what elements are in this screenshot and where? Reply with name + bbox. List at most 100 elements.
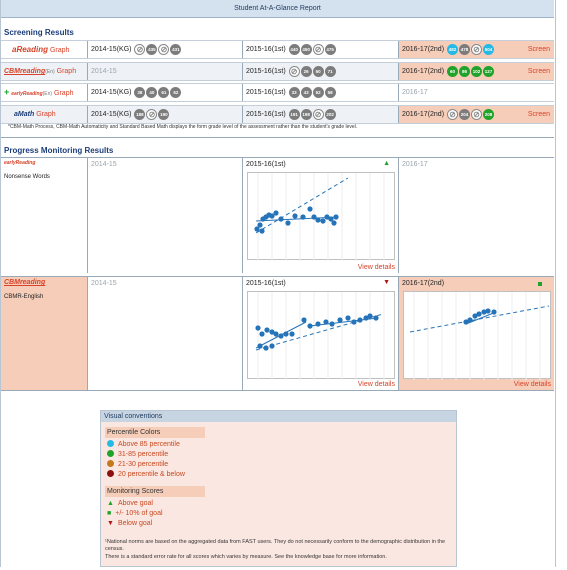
goal-symbol-icon: ■: [107, 510, 112, 517]
period-label: 2014-15(KG): [91, 46, 132, 53]
screening-cell: 2014-15(KG) 38 40 61 62: [87, 84, 242, 101]
score-badge[interactable]: 190: [158, 108, 170, 120]
score-badge[interactable]: 33: [288, 86, 300, 98]
pm-cell-2014-15: 2014-15: [87, 277, 242, 390]
color-dot-icon: [107, 440, 114, 447]
screening-cell: 2016-17(2nd) 204 208 Screen: [398, 106, 554, 123]
no-score-icon: [134, 43, 146, 55]
screening-row: aReading Graph 2014-15(KG) 435 431 2015-16(…: [1, 40, 554, 59]
score-badge[interactable]: 431: [170, 43, 182, 55]
graph-link[interactable]: Graph: [49, 47, 70, 54]
measure-logo[interactable]: earlyReading: [11, 91, 43, 97]
period-label: 2014-15(KG): [91, 89, 132, 96]
measure-label: Nonsense Words: [4, 174, 50, 180]
no-score-icon: [446, 108, 458, 120]
score-badge[interactable]: 504: [482, 43, 494, 55]
score-badge[interactable]: 435: [146, 43, 158, 55]
score-badge[interactable]: 127: [482, 65, 494, 77]
view-details-link[interactable]: View details: [357, 264, 395, 271]
percentile-legend-item: 21-30 percentile: [107, 460, 168, 470]
no-score-icon: [288, 65, 300, 77]
norms-footnote: ¹National norms are based on the aggrega…: [105, 539, 446, 552]
period-label: 2015-16(1st): [246, 68, 286, 75]
pm-cell-2015-16: 2015-16(1st) ▲ View details: [242, 158, 398, 273]
graph-link[interactable]: Graph: [36, 111, 56, 118]
pm-cell-2015-16: 2015-16(1st) ▼ View details: [242, 277, 398, 390]
score-badge[interactable]: 478: [458, 43, 470, 55]
screening-row: CBMreading(En) Graph 2014-15 2015-16(1st)…: [1, 62, 554, 81]
view-details-link[interactable]: View details: [513, 381, 551, 388]
screening-heading: Screening Results: [4, 28, 74, 37]
score-badge[interactable]: 198: [300, 108, 312, 120]
early-reading-logo[interactable]: earlyReading: [4, 160, 36, 166]
pm-cell-2016-17: 2016-17(2nd) View details: [398, 277, 554, 390]
period-label: 2014-15: [91, 68, 117, 75]
view-details-link[interactable]: View details: [357, 381, 395, 388]
report-frame: [0, 0, 556, 567]
score-badge[interactable]: 86: [458, 65, 470, 77]
monitoring-heading: Monitoring Scores: [105, 486, 205, 497]
screening-cell: 2016-17: [398, 84, 554, 101]
legend-heading: Visual conventions: [101, 411, 456, 422]
percentile-legend-item: 20 percentile & below: [107, 470, 185, 480]
progress-chart[interactable]: [247, 291, 395, 380]
score-badge[interactable]: 26: [300, 65, 312, 77]
score-badge[interactable]: 204: [458, 108, 470, 120]
score-badge[interactable]: 208: [482, 108, 494, 120]
cbm-reading-logo[interactable]: CBMreading: [4, 279, 46, 286]
screening-cell: 2014-15: [87, 63, 242, 80]
percentile-legend-item: 31-85 percentile: [107, 450, 168, 460]
score-badge[interactable]: 450: [300, 43, 312, 55]
score-badge[interactable]: 43: [300, 86, 312, 98]
score-badge[interactable]: 188: [134, 108, 146, 120]
score-badge[interactable]: 482: [446, 43, 458, 55]
score-badge[interactable]: 202: [324, 108, 336, 120]
error-footnote: There is a standard error rate for all s…: [105, 554, 387, 560]
report-title: Student At-A-Glance Report: [1, 0, 554, 18]
score-badge[interactable]: 102: [470, 65, 482, 77]
monitoring-legend-item: ■ +/- 10% of goal: [107, 510, 163, 517]
period-label: 2015-16(1st): [246, 89, 286, 96]
score-badge[interactable]: 50: [312, 65, 324, 77]
period-label: 2016-17(2nd): [402, 46, 445, 53]
score-badge[interactable]: 62: [170, 86, 182, 98]
score-badge[interactable]: 440: [288, 43, 300, 55]
score-badge[interactable]: 60: [446, 65, 458, 77]
score-badge[interactable]: 52: [312, 86, 324, 98]
screening-row: aMath Graph 2014-15(KG) 188 190 2015-16(1st…: [1, 105, 554, 124]
graph-link[interactable]: Graph: [54, 90, 74, 97]
expand-icon[interactable]: +: [4, 87, 10, 97]
monitoring-legend-item: ▼ Below goal: [107, 520, 153, 527]
no-score-icon: [158, 43, 170, 55]
score-badge[interactable]: 475: [324, 43, 336, 55]
screen-link[interactable]: Screen: [527, 68, 550, 75]
score-badge[interactable]: 71: [324, 65, 336, 77]
graph-link[interactable]: Graph: [56, 68, 77, 75]
no-score-icon: [312, 108, 324, 120]
score-badge[interactable]: 61: [158, 86, 170, 98]
measure-logo[interactable]: CBMreading: [4, 68, 46, 75]
score-badge[interactable]: 191: [288, 108, 300, 120]
language-tag: (En): [45, 69, 55, 75]
period-label: 2016-17(2nd): [402, 68, 445, 75]
score-badge[interactable]: 58: [324, 86, 336, 98]
color-dot-icon: [107, 460, 114, 467]
screening-cell: 2015-16(1st) 33 43 52 58: [242, 84, 398, 101]
screen-link[interactable]: Screen: [527, 46, 550, 53]
measure-logo[interactable]: aMath: [14, 111, 35, 118]
color-dot-icon: [107, 470, 114, 477]
measure-logo[interactable]: aReading: [12, 45, 49, 54]
within-goal-indicator: [538, 282, 542, 286]
screen-link[interactable]: Screen: [527, 111, 550, 118]
score-badge[interactable]: 38: [134, 86, 146, 98]
no-score-icon: [312, 43, 324, 55]
progress-chart[interactable]: [403, 291, 551, 380]
progress-chart[interactable]: [247, 172, 395, 261]
score-badge[interactable]: 40: [146, 86, 158, 98]
measure-label: CBMR-English: [4, 294, 44, 300]
monitoring-legend-item: ▲ Above goal: [107, 500, 153, 507]
